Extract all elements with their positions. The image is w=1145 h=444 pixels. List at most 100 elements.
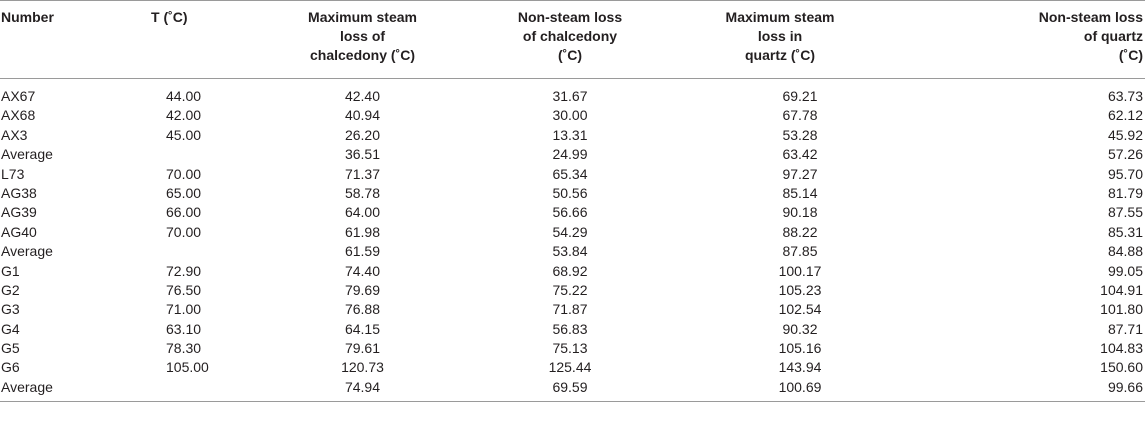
cell-non-steam-chalcedony: 65.34 xyxy=(552,165,588,182)
cell-temperature: 71.00 xyxy=(166,301,202,318)
cell-number: G6 xyxy=(1,359,20,376)
table-row: Average 61.59 53.84 87.85 84.88 xyxy=(0,242,1145,261)
header-non-steam-loss-quartz: Non-steam loss of quartz (˚C) xyxy=(1038,9,1143,63)
cell-max-steam-quartz: 100.17 xyxy=(778,262,822,279)
cell-non-steam-chalcedony: 75.13 xyxy=(552,340,588,357)
cell-max-steam-chalcedony: 61.59 xyxy=(344,243,381,260)
table-row: AG40 70.00 61.98 54.29 88.22 85.31 xyxy=(0,223,1145,242)
table-row: Average 36.51 24.99 63.42 57.26 xyxy=(0,145,1145,164)
cell-max-steam-quartz: 90.18 xyxy=(782,204,818,221)
table-row: G6 105.00 120.73 125.44 143.94 150.60 xyxy=(0,358,1145,377)
table-row: AG39 66.00 64.00 56.66 90.18 87.55 xyxy=(0,203,1145,222)
cell-temperature: 42.00 xyxy=(166,107,202,124)
cell-temperature: 45.00 xyxy=(166,126,202,143)
cell-temperature xyxy=(150,378,250,402)
cell-number: AG40 xyxy=(1,223,37,240)
table-body: AX67 44.00 42.40 31.67 69.21 63.73 AX68 42.00 40… xyxy=(0,79,1145,402)
cell-non-steam-quartz: 104.83 xyxy=(1100,340,1143,357)
cell-non-steam-chalcedony: 125.44 xyxy=(548,359,592,376)
cell-non-steam-chalcedony: 54.29 xyxy=(552,223,588,240)
cell-number: AG38 xyxy=(1,184,37,201)
cell-temperature: 65.00 xyxy=(166,184,202,201)
header-max-steam-loss-chalcedony: Maximum steam loss of chalcedony (˚C) xyxy=(308,9,417,63)
cell-number: L73 xyxy=(1,165,25,182)
cell-non-steam-chalcedony: 71.87 xyxy=(552,301,588,318)
cell-max-steam-quartz: 100.69 xyxy=(778,378,822,395)
header-temperature: T (˚C) xyxy=(151,9,188,25)
cell-max-steam-chalcedony: 74.40 xyxy=(344,262,381,279)
cell-temperature: 70.00 xyxy=(166,165,202,182)
table-row: L73 70.00 71.37 65.34 97.27 95.70 xyxy=(0,165,1145,184)
cell-number: G5 xyxy=(1,340,20,357)
table-row: G3 71.00 76.88 71.87 102.54 101.80 xyxy=(0,300,1145,319)
cell-temperature: 66.00 xyxy=(166,204,202,221)
cell-max-steam-quartz: 143.94 xyxy=(778,359,822,376)
header-max-steam-loss-quartz: Maximum steam loss in quartz (˚C) xyxy=(725,9,835,63)
cell-number: AX3 xyxy=(1,126,28,143)
cell-max-steam-quartz: 88.22 xyxy=(782,223,818,240)
cell-non-steam-chalcedony: 56.66 xyxy=(552,204,588,221)
header-number: Number xyxy=(1,9,54,25)
cell-max-steam-quartz: 63.42 xyxy=(782,146,818,163)
table-row: Average 74.94 69.59 100.69 99.66 xyxy=(0,378,1145,402)
table-row: G5 78.30 79.61 75.13 105.16 104.83 xyxy=(0,339,1145,358)
cell-max-steam-chalcedony: 26.20 xyxy=(344,126,381,143)
cell-non-steam-chalcedony: 53.84 xyxy=(552,243,588,260)
cell-max-steam-quartz: 102.54 xyxy=(778,301,822,318)
cell-max-steam-chalcedony: 64.15 xyxy=(344,320,381,337)
cell-max-steam-quartz: 67.78 xyxy=(782,107,818,124)
cell-temperature: 72.90 xyxy=(166,262,202,279)
cell-max-steam-quartz: 53.28 xyxy=(782,126,818,143)
cell-non-steam-quartz: 99.66 xyxy=(1107,378,1143,395)
cell-max-steam-chalcedony: 79.69 xyxy=(344,281,381,298)
cell-non-steam-chalcedony: 56.83 xyxy=(552,320,588,337)
cell-non-steam-chalcedony: 24.99 xyxy=(552,146,588,163)
cell-non-steam-quartz: 81.79 xyxy=(1107,184,1143,201)
cell-non-steam-quartz: 150.60 xyxy=(1100,359,1143,376)
cell-non-steam-chalcedony: 68.92 xyxy=(552,262,588,279)
geothermometer-table: Number T (˚C) Maximum steam loss of chal… xyxy=(0,0,1145,402)
cell-non-steam-chalcedony: 13.31 xyxy=(552,126,588,143)
table-row: G1 72.90 74.40 68.92 100.17 99.05 xyxy=(0,262,1145,281)
cell-number: G2 xyxy=(1,281,20,298)
cell-number: Average xyxy=(1,146,53,163)
cell-temperature: 76.50 xyxy=(166,281,202,298)
table-row: G4 63.10 64.15 56.83 90.32 87.71 xyxy=(0,320,1145,339)
cell-max-steam-chalcedony: 74.94 xyxy=(344,378,381,395)
cell-non-steam-chalcedony: 75.22 xyxy=(552,281,588,298)
cell-max-steam-chalcedony: 42.40 xyxy=(344,88,381,104)
cell-non-steam-quartz: 84.88 xyxy=(1107,243,1143,260)
cell-temperature xyxy=(150,242,250,261)
cell-non-steam-quartz: 85.31 xyxy=(1107,223,1143,240)
cell-max-steam-chalcedony: 64.00 xyxy=(344,204,381,221)
cell-temperature xyxy=(150,145,250,164)
cell-non-steam-quartz: 87.71 xyxy=(1107,320,1143,337)
cell-non-steam-chalcedony: 69.59 xyxy=(552,378,588,395)
cell-max-steam-chalcedony: 36.51 xyxy=(344,146,381,163)
cell-max-steam-chalcedony: 71.37 xyxy=(344,165,381,182)
table-row: AX68 42.00 40.94 30.00 67.78 62.12 xyxy=(0,106,1145,125)
header-row: Number T (˚C) Maximum steam loss of chal… xyxy=(0,0,1145,79)
cell-max-steam-chalcedony: 61.98 xyxy=(344,223,381,240)
cell-non-steam-chalcedony: 30.00 xyxy=(552,107,588,124)
cell-non-steam-quartz: 63.73 xyxy=(1107,88,1143,104)
cell-number: G1 xyxy=(1,262,20,279)
cell-max-steam-quartz: 69.21 xyxy=(782,88,818,104)
cell-number: AG39 xyxy=(1,204,37,221)
cell-max-steam-quartz: 87.85 xyxy=(782,243,818,260)
cell-max-steam-chalcedony: 76.88 xyxy=(344,301,381,318)
cell-temperature: 70.00 xyxy=(166,223,202,240)
cell-temperature: 105.00 xyxy=(166,359,209,376)
cell-non-steam-quartz: 87.55 xyxy=(1107,204,1143,221)
cell-temperature: 78.30 xyxy=(166,340,202,357)
table-row: AX3 45.00 26.20 13.31 53.28 45.92 xyxy=(0,126,1145,145)
cell-max-steam-chalcedony: 120.73 xyxy=(341,359,384,376)
cell-max-steam-quartz: 90.32 xyxy=(782,320,818,337)
cell-max-steam-chalcedony: 58.78 xyxy=(344,184,381,201)
cell-non-steam-quartz: 95.70 xyxy=(1107,165,1143,182)
header-non-steam-loss-chalcedony: Non-steam loss of chalcedony (˚C) xyxy=(517,9,623,63)
cell-non-steam-chalcedony: 50.56 xyxy=(552,184,588,201)
cell-non-steam-quartz: 45.92 xyxy=(1107,126,1143,143)
cell-non-steam-quartz: 101.80 xyxy=(1100,301,1143,318)
cell-non-steam-quartz: 104.91 xyxy=(1100,281,1143,298)
